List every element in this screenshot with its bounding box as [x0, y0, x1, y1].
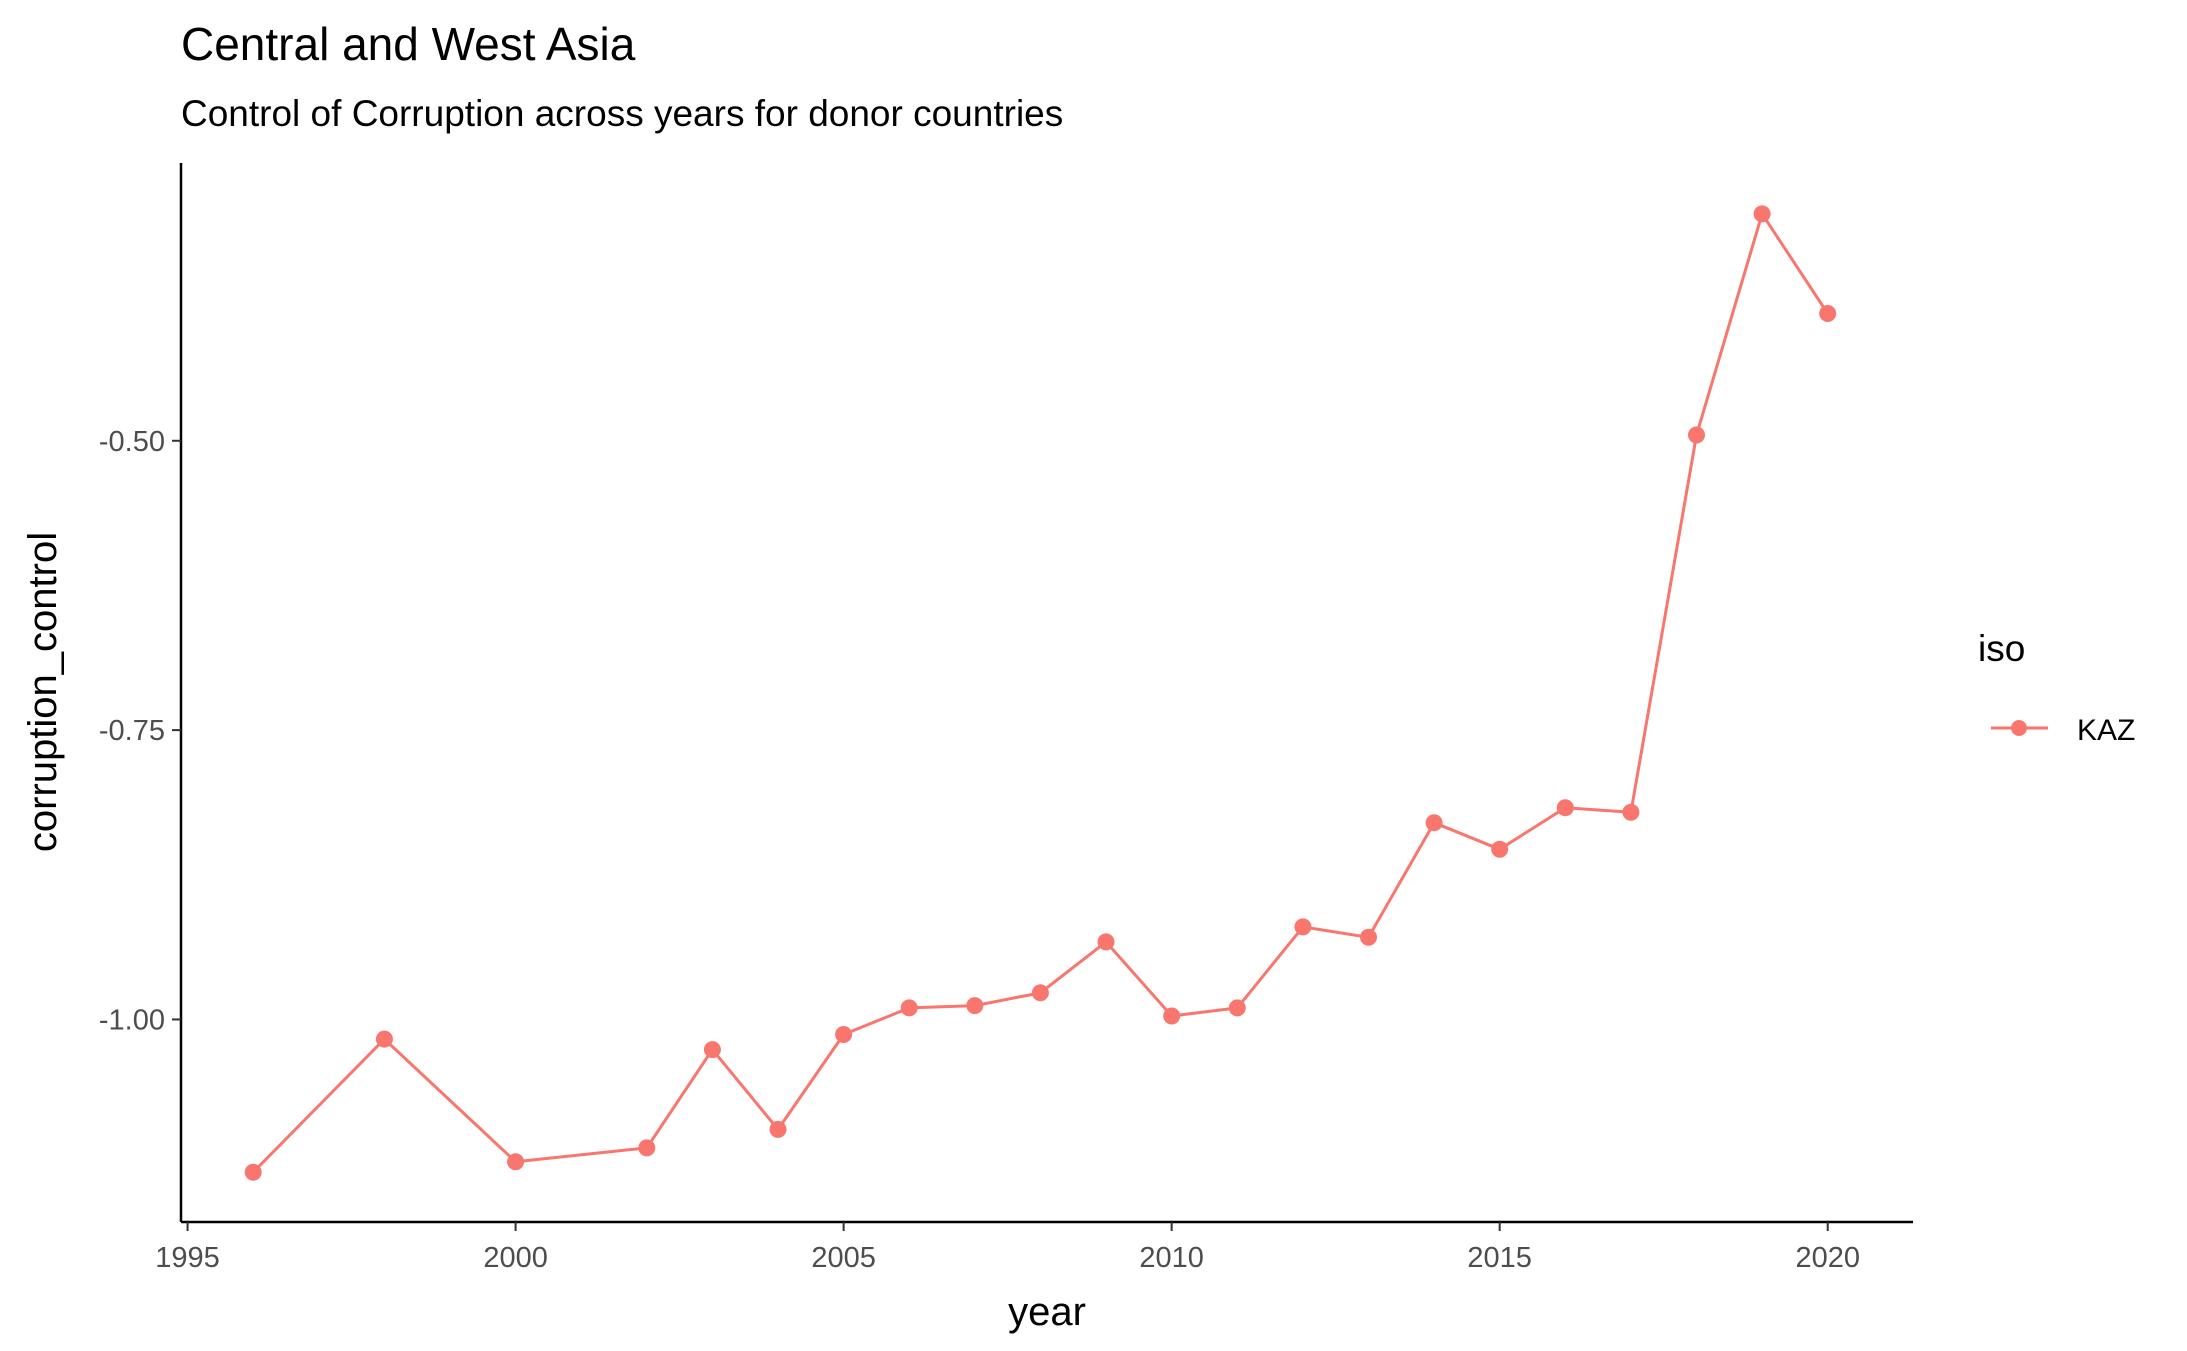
data-point: [244, 1163, 262, 1181]
data-point: [1556, 799, 1574, 817]
data-point: [1622, 803, 1640, 821]
x-axis-title: year: [1008, 1290, 1086, 1334]
x-tick-label: 2015: [1467, 1242, 1532, 1274]
legend-label-kaz: KAZ: [2077, 714, 2135, 747]
data-point: [703, 1041, 721, 1059]
data-point: [1753, 205, 1771, 223]
chart-title: Central and West Asia: [181, 18, 636, 70]
data-point: [1228, 999, 1246, 1017]
data-point: [1294, 918, 1312, 936]
data-point: [1031, 984, 1049, 1002]
data-point: [1097, 933, 1115, 951]
data-point: [638, 1139, 656, 1157]
y-tick-label: -0.75: [99, 715, 165, 747]
legend-title: iso: [1978, 628, 2025, 669]
legend-key-point: [2011, 720, 2027, 736]
y-tick-label: -0.50: [99, 426, 165, 458]
x-tick-label: 2000: [483, 1242, 548, 1274]
data-point: [900, 999, 918, 1017]
data-point: [507, 1153, 525, 1171]
data-point: [835, 1026, 853, 1043]
x-tick-label: 2005: [811, 1242, 876, 1274]
data-point: [1360, 928, 1377, 946]
x-tick-label: 1995: [155, 1242, 220, 1274]
data-point: [1491, 840, 1509, 858]
data-point: [769, 1120, 787, 1138]
data-point: [1425, 814, 1443, 832]
legend: iso KAZ: [1978, 628, 2135, 747]
y-axis-title: corruption_control: [21, 532, 65, 852]
data-point: [966, 997, 984, 1015]
x-tick-label: 2010: [1139, 1242, 1204, 1274]
data-point: [375, 1030, 393, 1048]
data-point: [1819, 305, 1837, 322]
data-point: [1688, 426, 1705, 444]
plot-area: [244, 205, 1837, 1181]
y-axis-ticks: -1.00 -0.75 -0.50: [99, 426, 181, 1036]
series-line-kaz: [252, 212, 1829, 1174]
x-axis-ticks: 1995 2000 2005 2010 2015 2020: [155, 1222, 1860, 1274]
y-tick-label: -1.00: [99, 1004, 165, 1036]
chart-subtitle: Control of Corruption across years for d…: [181, 93, 1063, 134]
data-point: [1163, 1007, 1181, 1025]
x-tick-label: 2020: [1795, 1242, 1860, 1274]
